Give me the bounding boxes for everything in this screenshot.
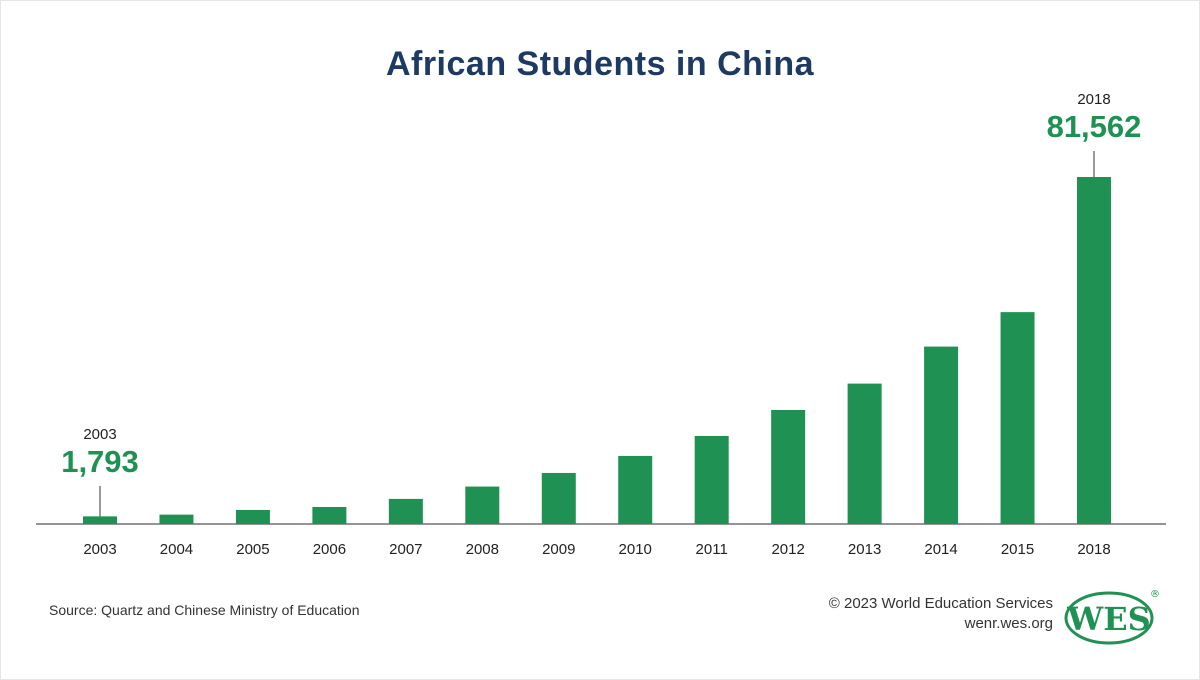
- callout-value-2018: 81,562: [1047, 109, 1142, 144]
- x-tick-label-2003: 2003: [83, 541, 116, 558]
- copyright-block: © 2023 World Education Services wenr.wes…: [829, 594, 1053, 634]
- wes-logo: WES ®: [1064, 589, 1160, 645]
- x-tick-label-2009: 2009: [542, 541, 575, 558]
- bar-2009: [541, 472, 576, 524]
- x-tick-label-2014: 2014: [924, 541, 957, 558]
- bar-2011: [694, 435, 729, 524]
- bar-2007: [388, 498, 423, 524]
- bar-2008: [465, 486, 500, 524]
- callout-year-2018: 2018: [1077, 91, 1110, 108]
- website-link[interactable]: wenr.wes.org: [964, 615, 1053, 632]
- x-tick-label-2004: 2004: [160, 541, 193, 558]
- bar-2015: [1000, 312, 1035, 524]
- bar-2006: [312, 506, 347, 524]
- copyright-text: © 2023 World Education Services: [828, 595, 1053, 612]
- x-tick-label-2013: 2013: [848, 541, 881, 558]
- bar-2013: [847, 383, 882, 524]
- bar-2005: [235, 509, 270, 524]
- x-tick-label-2007: 2007: [389, 541, 422, 558]
- bar-2010: [618, 455, 653, 524]
- chart-title: African Students in China: [385, 45, 815, 83]
- callout-year-2003: 2003: [83, 426, 116, 443]
- x-tick-label-2011: 2011: [696, 541, 728, 558]
- bar-2003: [83, 516, 117, 524]
- x-tick-label-2010: 2010: [619, 541, 652, 558]
- bar-chart: 2003 2004 2005 2006 2007 2008 2009 2010 2011 2012…: [36, 91, 1166, 558]
- x-tick-label-2008: 2008: [466, 541, 499, 558]
- x-tick-label-2018: 2018: [1077, 541, 1110, 558]
- x-tick-label-2005: 2005: [236, 541, 269, 558]
- bar-2012: [771, 409, 806, 524]
- callout-value-2003: 1,793: [61, 444, 139, 479]
- wes-logo-registered: ®: [1150, 589, 1160, 600]
- x-tick-label-2006: 2006: [313, 541, 346, 558]
- bar-2014: [924, 346, 959, 524]
- wes-logo-text: WES: [1066, 600, 1150, 638]
- wes-logo-oval: [1064, 591, 1154, 645]
- source-note: Source: Quartz and Chinese Ministry of E…: [49, 602, 360, 618]
- x-tick-label-2012: 2012: [771, 541, 804, 558]
- x-tick-label-2015: 2015: [1001, 541, 1034, 558]
- bar-2004: [159, 514, 194, 524]
- bar-2018: [1077, 177, 1111, 524]
